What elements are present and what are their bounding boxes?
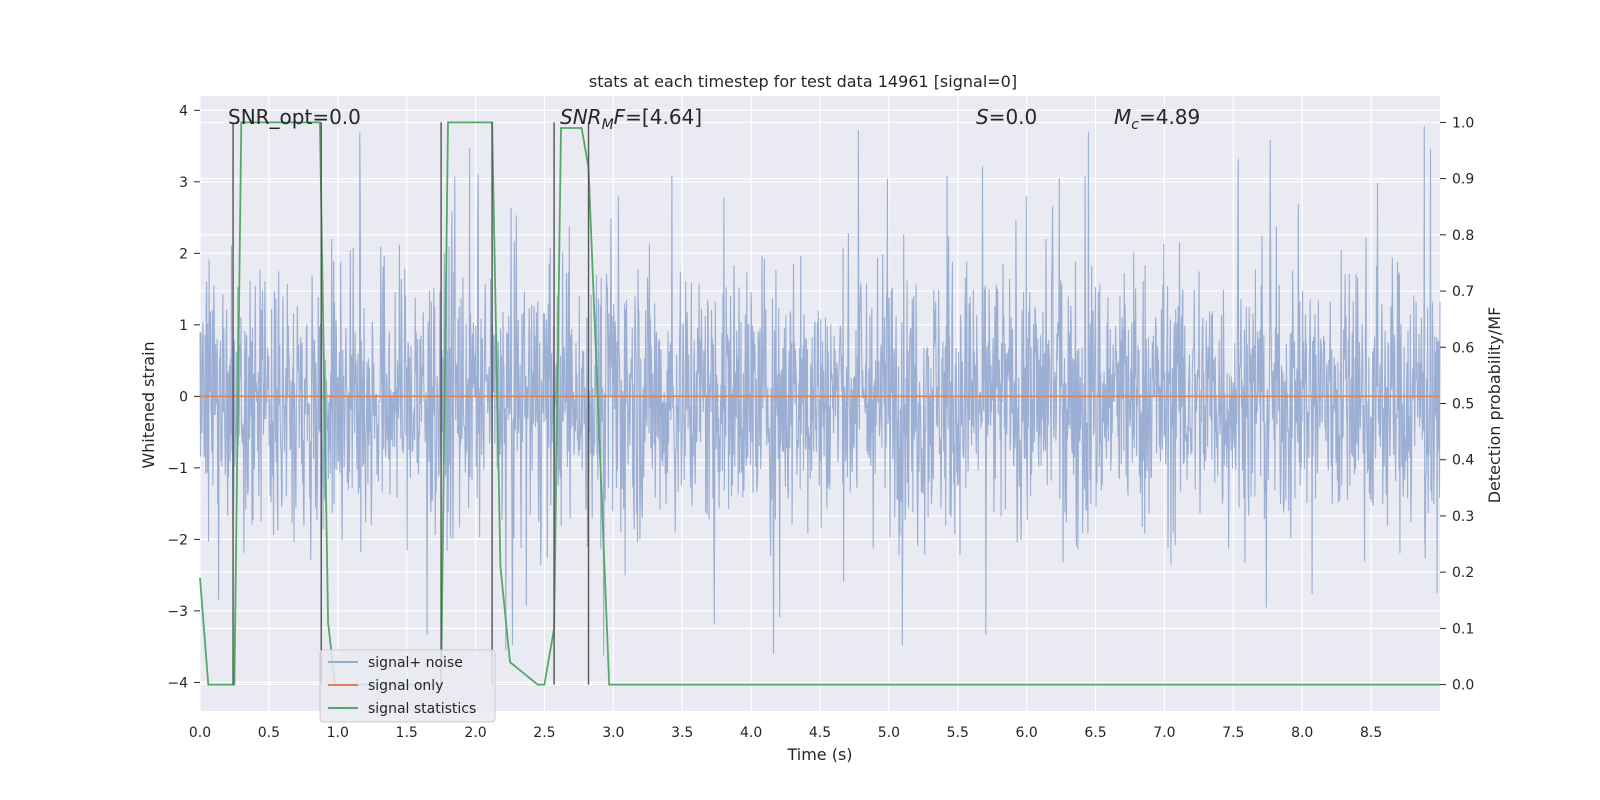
y-right-tick-label: 0.8 bbox=[1452, 228, 1474, 244]
x-tick-label: 0.5 bbox=[258, 725, 280, 741]
x-tick-label: 6.0 bbox=[1016, 725, 1038, 741]
chart-title: stats at each timestep for test data 149… bbox=[589, 72, 1017, 91]
x-tick-label: 7.0 bbox=[1153, 725, 1175, 741]
y-right-tick-label: 0.2 bbox=[1452, 565, 1474, 581]
y-right-axis-ticks: 1.0 0.9 0.8 0.7 0.6 0.5 0.4 0.3 0.2 0.1 0.0 bbox=[1440, 115, 1474, 694]
annotation-snr-mf-rest: =[4.64] bbox=[625, 105, 702, 129]
x-tick-label: 2.5 bbox=[533, 725, 555, 741]
annotations: SNR_opt=0.0 SNRMF=[4.64] S=0.0 Mc=4.89 bbox=[228, 105, 1200, 133]
y-right-tick-label: 0.4 bbox=[1452, 453, 1474, 469]
x-tick-label: 1.5 bbox=[396, 725, 418, 741]
y-left-tick-label: 0 bbox=[179, 389, 188, 405]
x-axis-label: Time (s) bbox=[786, 745, 852, 764]
legend-label-signal-statistics: signal statistics bbox=[368, 701, 476, 717]
x-tick-label: 4.5 bbox=[809, 725, 831, 741]
y-left-tick-label: −2 bbox=[167, 532, 188, 548]
x-tick-label: 2.0 bbox=[464, 725, 486, 741]
annotation-snr-opt: SNR_opt=0.0 bbox=[228, 105, 361, 129]
y-left-tick-label: 1 bbox=[179, 318, 188, 334]
series-signal-noise-line bbox=[199, 125, 1441, 667]
y-right-axis-label: Detection probability/MF bbox=[1485, 307, 1504, 504]
annotation-snr-mf: SNRMF=[4.64] bbox=[560, 105, 702, 133]
annotation-mc: Mc=4.89 bbox=[1114, 105, 1200, 133]
series-signal-statistics-line bbox=[199, 121, 1440, 686]
x-tick-label: 3.5 bbox=[671, 725, 693, 741]
y-right-tick-label: 0.9 bbox=[1452, 172, 1474, 188]
annotation-s-symbol: S bbox=[976, 105, 989, 129]
vertical-markers bbox=[232, 122, 590, 685]
y-left-tick-label: 4 bbox=[179, 103, 188, 119]
x-tick-label: 5.5 bbox=[947, 725, 969, 741]
x-tick-label: 1.0 bbox=[327, 725, 349, 741]
y-right-tick-label: 0.7 bbox=[1452, 284, 1474, 300]
legend: signal+ noise signal only signal statist… bbox=[319, 649, 496, 723]
annotation-s: S=0.0 bbox=[976, 105, 1037, 129]
y-left-tick-label: −4 bbox=[167, 675, 188, 691]
y-right-tick-label: 0.3 bbox=[1452, 509, 1474, 525]
y-left-tick-label: −3 bbox=[167, 604, 188, 620]
x-tick-label: 8.5 bbox=[1360, 725, 1382, 741]
y-left-tick-label: −1 bbox=[167, 461, 188, 477]
legend-label-signal-only: signal only bbox=[368, 678, 443, 694]
y-left-axis-ticks: 4 3 2 1 0 −1 −2 −3 −4 bbox=[167, 103, 200, 691]
legend-box bbox=[319, 649, 496, 723]
annotation-snr-mf-subscript: M bbox=[602, 117, 614, 133]
x-tick-label: 7.5 bbox=[1222, 725, 1244, 741]
y-right-tick-label: 0.1 bbox=[1452, 621, 1474, 637]
x-tick-label: 5.0 bbox=[878, 725, 900, 741]
annotation-snr-mf-rest-italic: F bbox=[614, 105, 626, 129]
annotation-s-rest: =0.0 bbox=[989, 105, 1038, 129]
x-axis-ticks: 0.0 0.5 1.0 1.5 2.0 2.5 3.0 3.5 4.0 4.5 5.0 5.5 6.0 6… bbox=[189, 725, 1382, 741]
annotation-mc-subscript: c bbox=[1131, 117, 1139, 133]
x-tick-label: 4.0 bbox=[740, 725, 762, 741]
y-left-tick-label: 2 bbox=[179, 246, 188, 262]
annotation-mc-rest: =4.89 bbox=[1139, 105, 1200, 129]
x-tick-label: 8.0 bbox=[1291, 725, 1313, 741]
x-tick-label: 3.0 bbox=[602, 725, 624, 741]
y-right-tick-label: 0.5 bbox=[1452, 397, 1474, 413]
y-right-tick-label: 0.0 bbox=[1452, 678, 1474, 694]
y-right-tick-label: 0.6 bbox=[1452, 340, 1474, 356]
signal-noise-series bbox=[199, 125, 1441, 667]
annotation-snr-mf-symbol: SNR bbox=[560, 105, 602, 129]
x-tick-label: 6.5 bbox=[1084, 725, 1106, 741]
y-right-tick-label: 1.0 bbox=[1452, 115, 1474, 131]
y-left-axis-label: Whitened strain bbox=[139, 341, 158, 468]
legend-label-signal-noise: signal+ noise bbox=[368, 655, 463, 671]
line-series-layer bbox=[199, 121, 1440, 686]
y-left-tick-label: 3 bbox=[179, 175, 188, 191]
x-tick-label: 0.0 bbox=[189, 725, 211, 741]
annotation-mc-symbol: M bbox=[1114, 105, 1131, 129]
